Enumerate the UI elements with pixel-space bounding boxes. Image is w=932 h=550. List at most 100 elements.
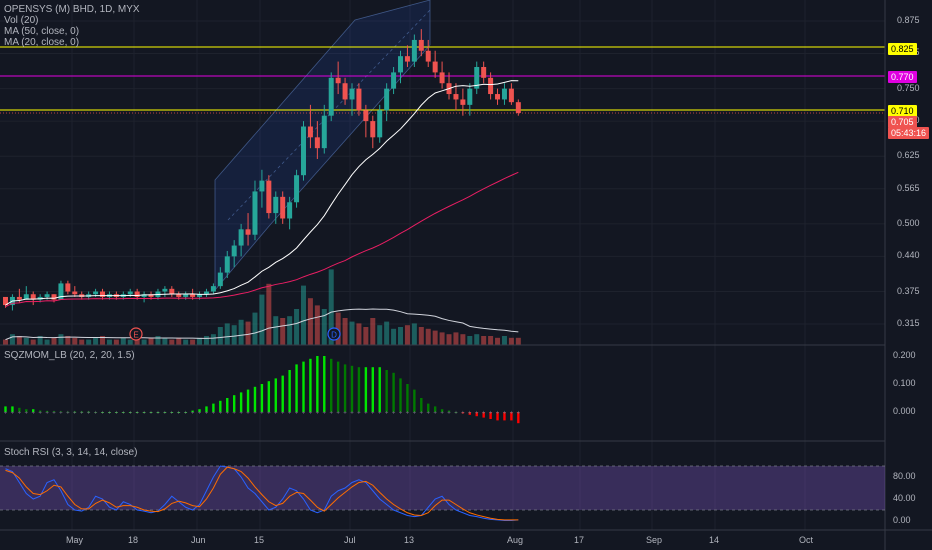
candle-body — [287, 202, 293, 219]
sqz-dot: + — [73, 411, 77, 417]
candle-body — [398, 56, 404, 73]
sqz-dot: + — [510, 411, 514, 417]
sqz-bar — [371, 367, 374, 412]
earnings-marker — [129, 327, 143, 341]
sqz-dot: + — [108, 411, 112, 417]
grid-lines — [0, 0, 885, 530]
volume-bar — [217, 327, 223, 345]
sqz-dot: + — [433, 411, 437, 417]
sqz-bar — [482, 412, 485, 418]
price-tick-label: 0.750 — [897, 82, 920, 93]
candle-body — [127, 291, 133, 295]
volume-bar — [176, 337, 182, 345]
legend-ma50[interactable]: MA (50, close, 0) — [4, 26, 80, 37]
sqz-bar — [517, 412, 520, 424]
volume-bar — [314, 305, 320, 345]
sqz-bar — [246, 389, 250, 412]
legend-volume[interactable]: Vol (20) — [4, 15, 39, 26]
candle-body — [190, 294, 196, 297]
sqz-bar — [38, 410, 42, 412]
volume-bar — [481, 336, 487, 345]
sqz-bar — [274, 378, 277, 412]
sqz-bar — [475, 412, 478, 417]
squeeze-momentum-histogram — [4, 356, 520, 424]
time-tick-label: Aug — [507, 535, 524, 545]
sqz-bar — [101, 412, 104, 413]
sqz-bar — [232, 395, 236, 412]
sqz-dot: + — [18, 411, 22, 417]
sqz-bar — [18, 407, 21, 412]
sqz-dot: + — [212, 411, 216, 417]
candle-body — [384, 88, 390, 111]
sqz-bar — [295, 364, 298, 412]
volume-bar — [321, 309, 327, 345]
sqz-dot: + — [177, 411, 181, 417]
volume-bar — [231, 325, 237, 345]
sqz-dot: + — [205, 411, 209, 417]
time-tick-label: 18 — [128, 535, 139, 545]
candle-body — [508, 88, 514, 103]
sqz-dot: + — [219, 411, 223, 417]
sqz-bar — [163, 412, 167, 413]
sqz-dot: + — [45, 411, 49, 417]
sqz-bar — [454, 412, 458, 413]
volume-bar — [30, 339, 36, 345]
volume-bar — [280, 318, 286, 345]
candle-body — [141, 294, 147, 297]
legend-ma20[interactable]: MA (20, close, 0) — [4, 37, 80, 48]
volume-bar — [474, 334, 480, 345]
sqz-bar — [336, 361, 340, 412]
volume-bar — [203, 336, 209, 345]
sqz-bar — [447, 410, 451, 412]
price-tag: 0.710 — [888, 105, 917, 117]
sqz-tick-label: 0.200 — [893, 350, 916, 360]
volume-bar — [3, 339, 8, 345]
sqz-bar — [73, 411, 76, 413]
candle-body — [134, 291, 140, 297]
candle-body — [404, 56, 410, 62]
sqz-bar — [357, 367, 361, 412]
symbol-title[interactable]: OPENSYS (M) BHD, 1D, MYX — [4, 4, 140, 15]
volume-bar — [238, 319, 244, 345]
volume-bar — [65, 336, 71, 345]
sqz-legend[interactable]: SQZMOM_LB (20, 2, 20, 1.5) — [4, 350, 135, 361]
sqz-bar — [510, 412, 513, 421]
price-tick-label: 0.565 — [897, 182, 920, 193]
volume-bar — [100, 336, 106, 345]
sqz-dot: + — [350, 411, 354, 417]
sqz-dot: + — [489, 411, 493, 417]
candle-body — [100, 291, 106, 297]
candle-body — [203, 291, 209, 295]
sqz-dot: + — [232, 411, 236, 417]
candle-body — [280, 196, 286, 219]
candle-body — [51, 294, 57, 300]
ma50-line — [5, 171, 519, 308]
sqz-dot: + — [80, 411, 84, 417]
sqz-bar — [11, 406, 14, 412]
sqz-dot: + — [170, 411, 174, 417]
event-markers[interactable]: E D — [129, 327, 341, 341]
stoch-legend[interactable]: Stoch RSI (3, 3, 14, 14, close) — [4, 447, 138, 458]
time-tick-label: May — [66, 535, 84, 545]
sqz-tick-label: 0.000 — [893, 406, 916, 416]
sqz-dot: + — [267, 411, 271, 417]
volume-bar — [342, 318, 348, 345]
sqz-dot: + — [94, 411, 98, 417]
sqz-bar — [45, 410, 49, 412]
volume-bar — [501, 336, 507, 345]
sqz-bar — [316, 356, 319, 412]
sqz-dot: + — [343, 411, 347, 417]
sqz-bar — [302, 361, 305, 412]
sqz-bar — [468, 412, 472, 415]
volume-bar — [460, 334, 466, 345]
candle-body — [224, 256, 230, 273]
sqz-bar — [385, 370, 388, 412]
sqz-dot: + — [128, 411, 132, 417]
sqz-bar — [309, 358, 312, 412]
candle-body — [363, 110, 369, 122]
volume-bar — [120, 337, 126, 345]
volume-bar — [439, 332, 445, 345]
volume-bar — [72, 337, 78, 345]
sqz-dot: + — [378, 411, 382, 417]
